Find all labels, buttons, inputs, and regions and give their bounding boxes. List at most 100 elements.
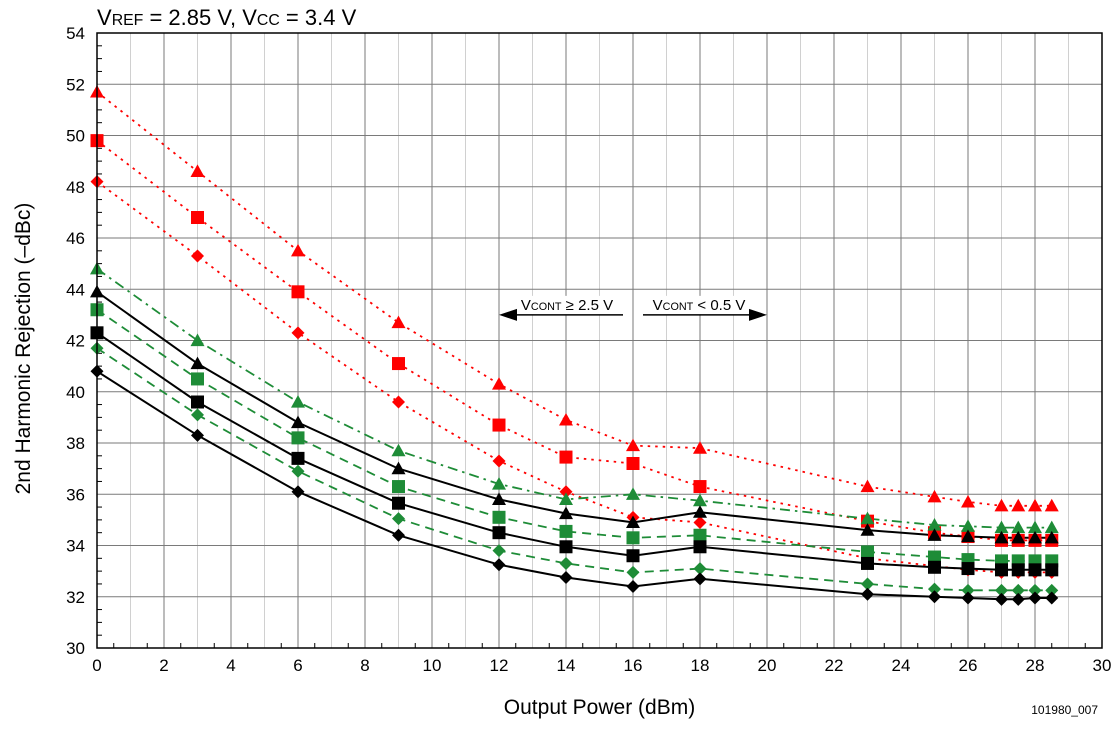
data-point-diamond xyxy=(492,454,506,468)
data-point-diamond xyxy=(961,591,975,605)
data-point-triangle xyxy=(927,518,942,531)
data-point-diamond xyxy=(1028,583,1042,597)
data-point-triangle xyxy=(1028,520,1042,534)
figure-code: 101980_007 xyxy=(1031,703,1098,717)
data-point-triangle xyxy=(961,529,975,543)
data-point-diamond xyxy=(1011,583,1025,597)
data-point-diamond xyxy=(995,592,1008,606)
data-point-square xyxy=(492,526,506,540)
x-tick-label: 6 xyxy=(293,656,302,675)
data-point-square xyxy=(559,524,573,538)
data-point-square xyxy=(995,563,1008,577)
data-point-diamond xyxy=(1011,592,1025,606)
data-point-diamond xyxy=(291,485,305,499)
data-point-square xyxy=(559,450,573,464)
y-tick-label: 34 xyxy=(66,537,85,556)
x-tick-label: 0 xyxy=(92,656,101,675)
data-point-diamond xyxy=(291,326,305,340)
data-point-triangle xyxy=(492,492,506,505)
data-point-triangle xyxy=(559,492,573,505)
data-point-diamond xyxy=(928,590,941,604)
data-point-triangle xyxy=(391,461,406,475)
data-point-triangle xyxy=(927,489,942,503)
data-point-triangle xyxy=(693,441,707,454)
data-point-square xyxy=(693,540,707,554)
data-point-square xyxy=(392,480,405,494)
series-line xyxy=(96,347,1052,592)
y-tick-label: 46 xyxy=(66,229,85,248)
data-point-square xyxy=(291,431,305,445)
data-point-triangle xyxy=(559,412,573,426)
data-point-triangle xyxy=(693,493,707,507)
chart-title-part: REF xyxy=(112,12,144,29)
data-point-triangle xyxy=(190,164,205,177)
x-tick-labels: 0 2 4 6 8 10 12 14 16 18 20 22 24 26 28 30 xyxy=(92,656,1111,675)
data-point-triangle xyxy=(291,243,305,257)
data-point-diamond xyxy=(559,556,573,570)
data-point-square xyxy=(961,562,975,576)
data-point-diamond xyxy=(191,249,204,263)
data-point-triangle xyxy=(559,506,573,520)
data-point-square xyxy=(191,211,204,224)
x-tick-label: 10 xyxy=(423,656,442,675)
data-point-square xyxy=(861,545,874,559)
x-tick-label: 18 xyxy=(691,656,710,675)
y-tick-label: 50 xyxy=(66,127,85,146)
annotation-left-label-part: CONT xyxy=(531,301,562,313)
data-point-diamond xyxy=(1028,591,1042,605)
data-point-triangle xyxy=(391,315,406,329)
data-point-square xyxy=(1011,563,1025,577)
data-point-triangle xyxy=(391,443,406,457)
data-point-square xyxy=(693,480,707,494)
x-tick-label: 14 xyxy=(557,656,576,675)
data-point-triangle xyxy=(626,438,640,452)
annotation-right-label-part: < 0.5 V xyxy=(693,297,745,314)
data-point-diamond xyxy=(861,587,874,601)
data-point-diamond xyxy=(392,528,405,542)
data-point-triangle xyxy=(1044,520,1059,534)
x-tick-label: 4 xyxy=(226,656,235,675)
data-point-triangle xyxy=(1011,520,1026,534)
data-point-diamond xyxy=(191,428,204,442)
arrow-left-icon xyxy=(499,308,517,321)
data-point-triangle xyxy=(190,333,205,347)
data-point-triangle xyxy=(291,395,305,408)
x-tick-label: 22 xyxy=(825,656,844,675)
data-point-triangle xyxy=(961,519,975,532)
grid xyxy=(96,32,1103,649)
x-tick-label: 26 xyxy=(959,656,978,675)
y-tick-label: 38 xyxy=(66,434,85,453)
data-point-square xyxy=(861,556,874,570)
data-point-diamond xyxy=(693,515,707,529)
chart-title-part: V xyxy=(97,5,112,30)
annotation-label-background xyxy=(649,295,749,315)
data-point-square xyxy=(693,528,707,542)
series-line xyxy=(96,308,1052,562)
y-tick-label: 32 xyxy=(66,588,85,607)
data-point-triangle xyxy=(961,494,975,508)
data-point-square xyxy=(492,418,506,432)
x-tick-label: 2 xyxy=(159,656,168,675)
chart-title-part: = 3.4 V xyxy=(280,5,357,30)
data-point-triangle xyxy=(626,515,640,529)
data-point-diamond xyxy=(392,395,405,409)
x-tick-label: 16 xyxy=(624,656,643,675)
y-tick-label: 42 xyxy=(66,332,85,351)
data-point-square xyxy=(392,357,405,371)
series-line xyxy=(96,290,1052,539)
data-point-square xyxy=(1045,563,1059,577)
y-axis-title: 2nd Harmonic Rejection (–dBc) xyxy=(12,203,35,495)
data-point-triangle xyxy=(1044,498,1059,512)
x-tick-label: 24 xyxy=(892,656,911,675)
data-point-square xyxy=(626,549,640,563)
data-point-diamond xyxy=(392,512,405,526)
y-tick-label: 48 xyxy=(66,178,85,197)
series-markers xyxy=(90,84,1059,606)
data-point-diamond xyxy=(492,558,506,572)
data-point-diamond xyxy=(191,408,204,422)
data-point-square xyxy=(291,285,305,299)
y-tick-label: 52 xyxy=(66,75,85,94)
annotation-label-background xyxy=(517,295,617,315)
x-tick-label: 20 xyxy=(758,656,777,675)
